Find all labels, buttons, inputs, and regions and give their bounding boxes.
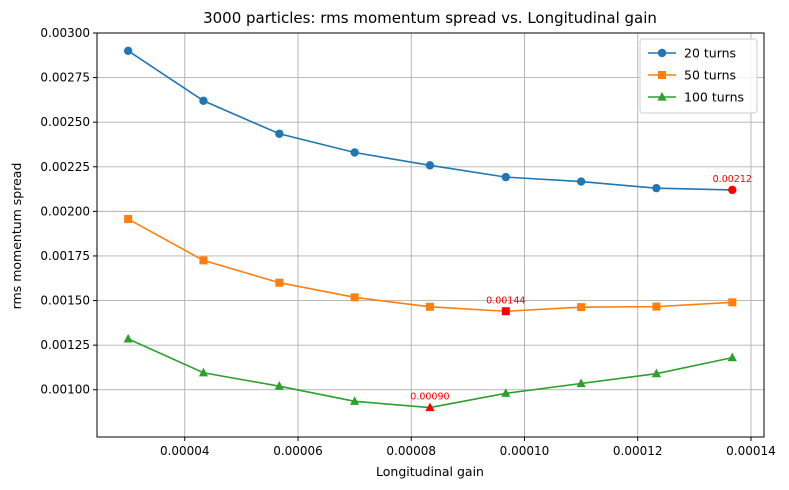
data-point xyxy=(728,298,737,307)
data-point xyxy=(350,293,359,302)
data-point xyxy=(124,215,133,224)
x-tick-label: 0.00008 xyxy=(386,444,436,458)
minimum-point xyxy=(501,307,510,316)
legend-marker xyxy=(657,92,667,101)
y-tick-label: 0.00200 xyxy=(40,204,90,218)
minimum-label: 0.00212 xyxy=(713,174,752,185)
legend-label: 50 turns xyxy=(684,68,736,83)
series-1 xyxy=(123,46,737,195)
y-axis: 0.00100 0.00125 0.00150 0.00175 0.00200 0.002… xyxy=(40,26,97,397)
data-point xyxy=(727,352,737,362)
data-point xyxy=(199,256,208,265)
chart-title: 3000 particles: rms momentum spread vs. … xyxy=(203,9,657,27)
data-point xyxy=(350,396,360,405)
x-tick-label: 0.00004 xyxy=(160,444,210,458)
legend-label: 100 turns xyxy=(684,90,744,105)
data-point xyxy=(274,381,284,390)
y-tick-label: 0.00250 xyxy=(40,115,90,129)
plot-frame xyxy=(96,32,765,438)
data-point xyxy=(198,367,209,377)
minimum-point xyxy=(425,402,435,412)
y-tick-label: 0.00100 xyxy=(40,383,90,397)
legend: 20 turns 50 turns 100 turns xyxy=(639,38,758,114)
series-layer xyxy=(123,46,737,412)
data-point xyxy=(576,378,586,388)
annotations: 0.00212 0.00144 0.00090 xyxy=(410,174,752,403)
y-tick-label: 0.00300 xyxy=(40,26,90,40)
data-point xyxy=(275,278,284,287)
data-point xyxy=(123,333,133,343)
legend-item: 100 turns xyxy=(648,90,744,105)
x-tick-label: 0.00014 xyxy=(726,444,776,458)
minimum-label: 0.00144 xyxy=(486,295,525,306)
legend-box xyxy=(639,38,758,114)
data-point xyxy=(651,368,662,378)
data-point xyxy=(275,129,284,138)
data-point xyxy=(123,46,133,56)
legend-label: 20 turns xyxy=(684,46,736,61)
x-tick-label: 0.00010 xyxy=(500,444,550,458)
data-point xyxy=(652,183,661,193)
data-point xyxy=(501,388,511,397)
series-3 xyxy=(123,333,737,412)
legend-marker xyxy=(657,48,667,58)
x-axis: 0.00004 0.00006 0.00008 0.00010 0.00012 0.000… xyxy=(160,437,776,458)
y-tick-label: 0.00125 xyxy=(40,338,90,352)
series-2 xyxy=(124,215,737,316)
data-point xyxy=(652,302,661,311)
x-tick-label: 0.00012 xyxy=(613,444,663,458)
minimum-point xyxy=(728,185,737,195)
data-point xyxy=(425,161,435,170)
legend-item: 20 turns xyxy=(648,46,736,61)
data-point xyxy=(199,96,208,105)
data-point xyxy=(576,177,586,186)
y-tick-label: 0.00225 xyxy=(40,160,90,174)
y-tick-label: 0.00275 xyxy=(40,71,90,85)
x-axis-label: Longitudinal gain xyxy=(376,464,484,479)
data-point xyxy=(350,148,359,157)
data-point xyxy=(577,303,586,312)
legend-marker xyxy=(658,71,666,79)
legend-item: 50 turns xyxy=(648,68,736,83)
series-line xyxy=(127,218,733,313)
y-tick-label: 0.00175 xyxy=(40,249,90,263)
data-point xyxy=(501,172,511,182)
y-axis-label: rms momentum spread xyxy=(9,163,24,310)
y-tick-label: 0.00150 xyxy=(40,294,90,308)
data-point xyxy=(425,302,434,311)
minimum-label: 0.00090 xyxy=(410,392,449,403)
x-tick-label: 0.00006 xyxy=(273,444,323,458)
